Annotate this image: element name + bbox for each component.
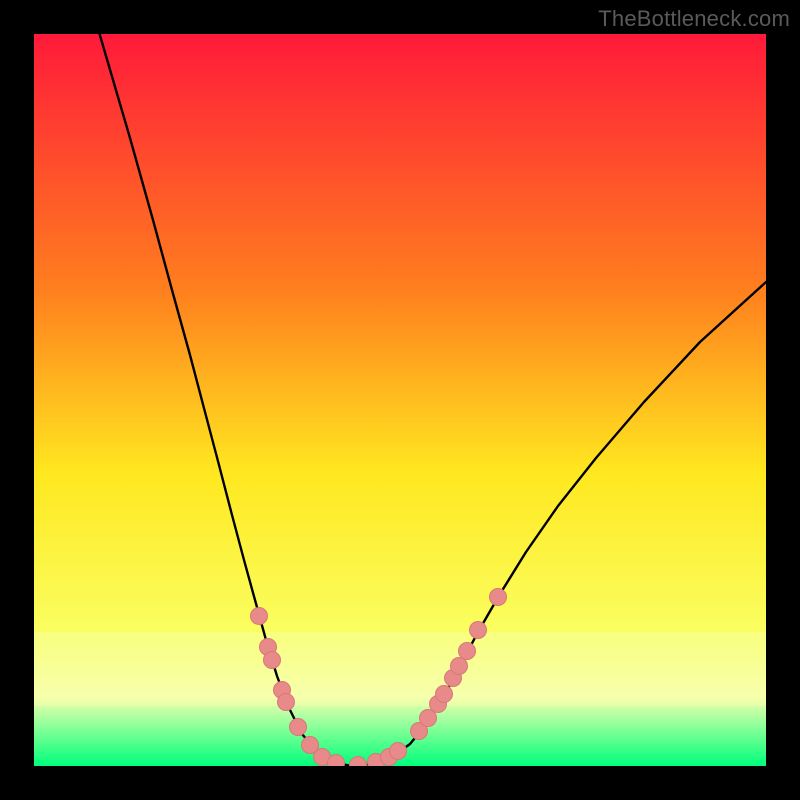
- watermark-label: TheBottleneck.com: [598, 6, 790, 32]
- chart-canvas: TheBottleneck.com: [0, 0, 800, 800]
- bottleneck-curve-chart: [0, 0, 800, 800]
